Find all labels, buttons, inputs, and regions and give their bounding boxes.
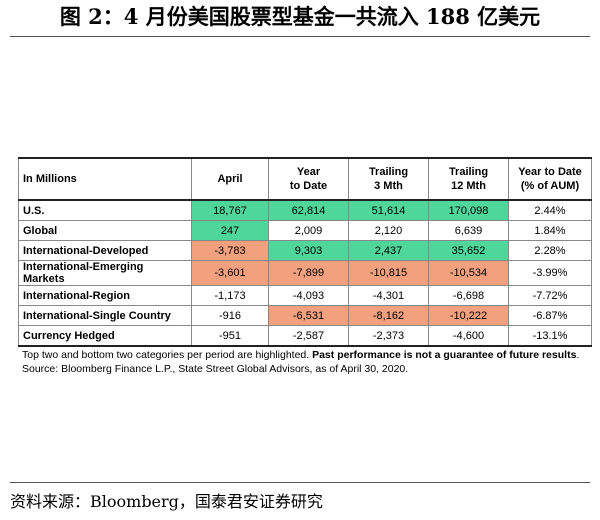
table-row: International-Emerging Markets -3,601 -7… [18,260,592,286]
cell-ytd: 9,303 [268,240,349,261]
bottom-rule [10,482,590,483]
cell-pct: 2.44% [508,199,592,221]
cell-t12: -10,534 [428,260,509,286]
cell-t12: -10,222 [428,305,509,326]
cell-ytd: -4,093 [268,285,349,306]
table-row: Currency Hedged -951 -2,587 -2,373 -4,60… [18,325,592,347]
header-year-to-date: Year to Date [268,157,349,201]
cell-april: -3,601 [191,260,269,286]
cell-t12: 6,639 [428,220,509,241]
cell-t3: -10,815 [348,260,429,286]
footnote-text: Top two and bottom two categories per pe… [22,349,313,361]
header-trailing-12-mth: Trailing 12 Mth [428,157,509,201]
cell-t12: -6,698 [428,285,509,306]
source-note: 资料来源：Bloomberg，国泰君安证券研究 [10,492,323,511]
header-trailing-3-mth: Trailing 3 Mth [348,157,429,201]
cell-ytd: 62,814 [268,199,349,221]
footnote-disclaimer: Past performance is not a guarantee of f… [312,349,577,361]
cell-ytd: -6,531 [268,305,349,326]
table-row: International-Developed -3,783 9,303 2,4… [18,240,592,261]
cell-t3: -4,301 [348,285,429,306]
row-label: International-Emerging Markets [18,260,192,286]
table-row: Global 247 2,009 2,120 6,639 1.84% [18,220,592,241]
table-row: International-Region -1,173 -4,093 -4,30… [18,285,592,306]
cell-t3: 51,614 [348,199,429,221]
cell-t12: 35,652 [428,240,509,261]
row-label: Global [18,220,192,241]
table-header-row: In Millions April Year to Date Trailing 3 … [18,157,592,201]
row-label: International-Single Country [18,305,192,326]
cell-t3: -8,162 [348,305,429,326]
cell-april: 247 [191,220,269,241]
cell-t12: -4,600 [428,325,509,347]
table-row: International-Single Country -916 -6,531… [18,305,592,326]
row-label: International-Developed [18,240,192,261]
cell-pct: 1.84% [508,220,592,241]
cell-t3: 2,120 [348,220,429,241]
cell-april: -916 [191,305,269,326]
footnote-source: . Source: Bloomberg Finance L.P., State … [22,349,580,375]
table-row: U.S. 18,767 62,814 51,614 170,098 2.44% [18,199,592,221]
cell-april: -951 [191,325,269,347]
cell-pct: -7.72% [508,285,592,306]
cell-april: -3,783 [191,240,269,261]
cell-ytd: -2,587 [268,325,349,347]
cell-ytd: 2,009 [268,220,349,241]
row-label: Currency Hedged [18,325,192,347]
figure-title: 图 2：4 月份美国股票型基金一共流入 188 亿美元 [59,4,541,29]
cell-april: 18,767 [191,199,269,221]
fund-flows-table: In Millions April Year to Date Trailing 3 … [18,157,592,347]
header-in-millions: In Millions [18,157,192,201]
row-label: U.S. [18,199,192,221]
header-ytd-pct-aum: Year to Date (% of AUM) [508,157,592,201]
cell-april: -1,173 [191,285,269,306]
fund-flows-panel: In Millions April Year to Date Trailing 3 … [18,157,592,377]
cell-pct: -6.87% [508,305,592,326]
cell-pct: -13.1% [508,325,592,347]
header-april: April [191,157,269,201]
cell-pct: 2.28% [508,240,592,261]
cell-t3: 2,437 [348,240,429,261]
cell-t3: -2,373 [348,325,429,347]
row-label: International-Region [18,285,192,306]
top-rule [10,36,590,37]
table-footnote: Top two and bottom two categories per pe… [22,348,587,376]
cell-ytd: -7,899 [268,260,349,286]
cell-t12: 170,098 [428,199,509,221]
cell-pct: -3.99% [508,260,592,286]
